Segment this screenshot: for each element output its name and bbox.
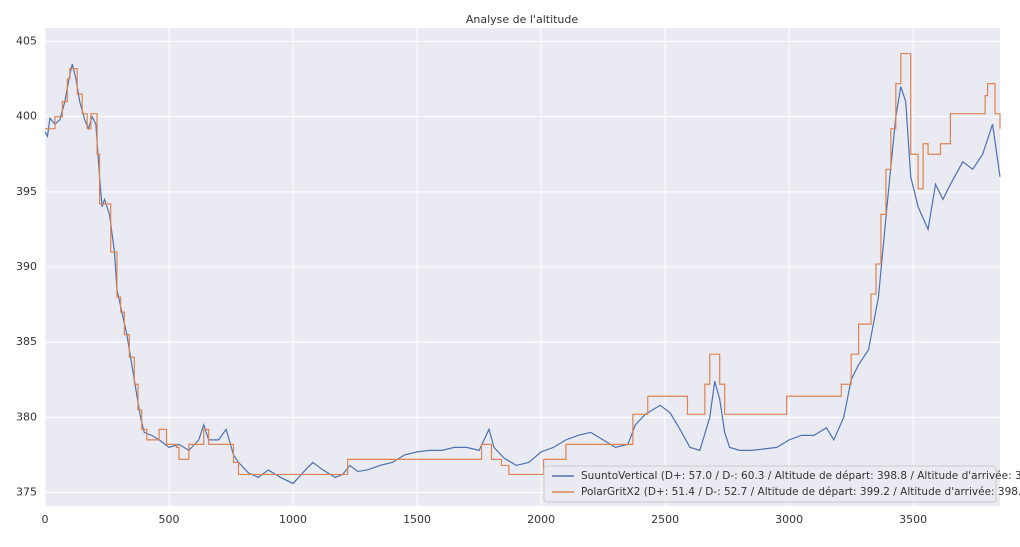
y-tick-label: 375 (16, 485, 37, 498)
y-tick-label: 380 (16, 410, 37, 423)
x-tick-label: 0 (42, 513, 49, 526)
chart-title: Analyse de l'altitude (466, 13, 579, 26)
x-tick-label: 1500 (403, 513, 431, 526)
x-tick-label: 2500 (651, 513, 679, 526)
x-tick-label: 2000 (527, 513, 555, 526)
y-tick-label: 400 (16, 110, 37, 123)
legend-label: PolarGritX2 (D+: 51.4 / D-: 52.7 / Altit… (581, 486, 1020, 498)
y-tick-label: 385 (16, 335, 37, 348)
legend-label: SuuntoVertical (D+: 57.0 / D-: 60.3 / Al… (581, 470, 1020, 482)
y-tick-label: 405 (16, 35, 37, 48)
y-tick-label: 395 (16, 185, 37, 198)
series-line (45, 52, 1001, 476)
y-tick-label: 390 (16, 260, 37, 273)
x-tick-label: 3000 (775, 513, 803, 526)
x-tick-label: 1000 (279, 513, 307, 526)
x-tick-label: 500 (159, 513, 180, 526)
x-tick-label: 3500 (899, 513, 927, 526)
legend-box (543, 465, 997, 503)
